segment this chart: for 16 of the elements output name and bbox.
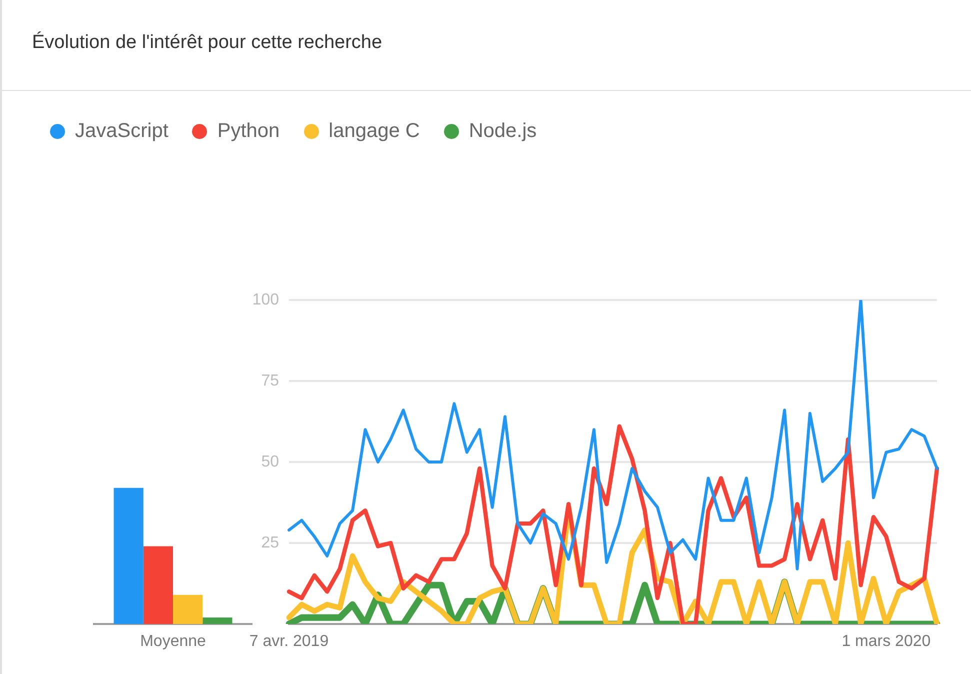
x-tick-label: 7 avr. 2019 — [249, 633, 329, 650]
legend-label: Node.js — [468, 120, 537, 143]
y-tick-label: 100 — [252, 291, 280, 308]
chart-title: Évolution de l'intérêt pour cette recherche — [32, 32, 382, 54]
x-tick-label: Moyenne — [140, 633, 206, 650]
x-tick-label: 1 mars 2020 — [842, 633, 931, 650]
y-tick-label: 25 — [261, 534, 280, 552]
bar — [202, 618, 232, 624]
legend-label: JavaScript — [75, 120, 168, 143]
y-tick-label: 50 — [261, 453, 280, 470]
y-tick-label: 75 — [261, 372, 280, 390]
legend-label: Python — [217, 120, 280, 143]
bar — [114, 488, 144, 624]
legend-label: langage C — [328, 120, 420, 143]
bar — [143, 546, 173, 624]
bar — [173, 594, 203, 624]
